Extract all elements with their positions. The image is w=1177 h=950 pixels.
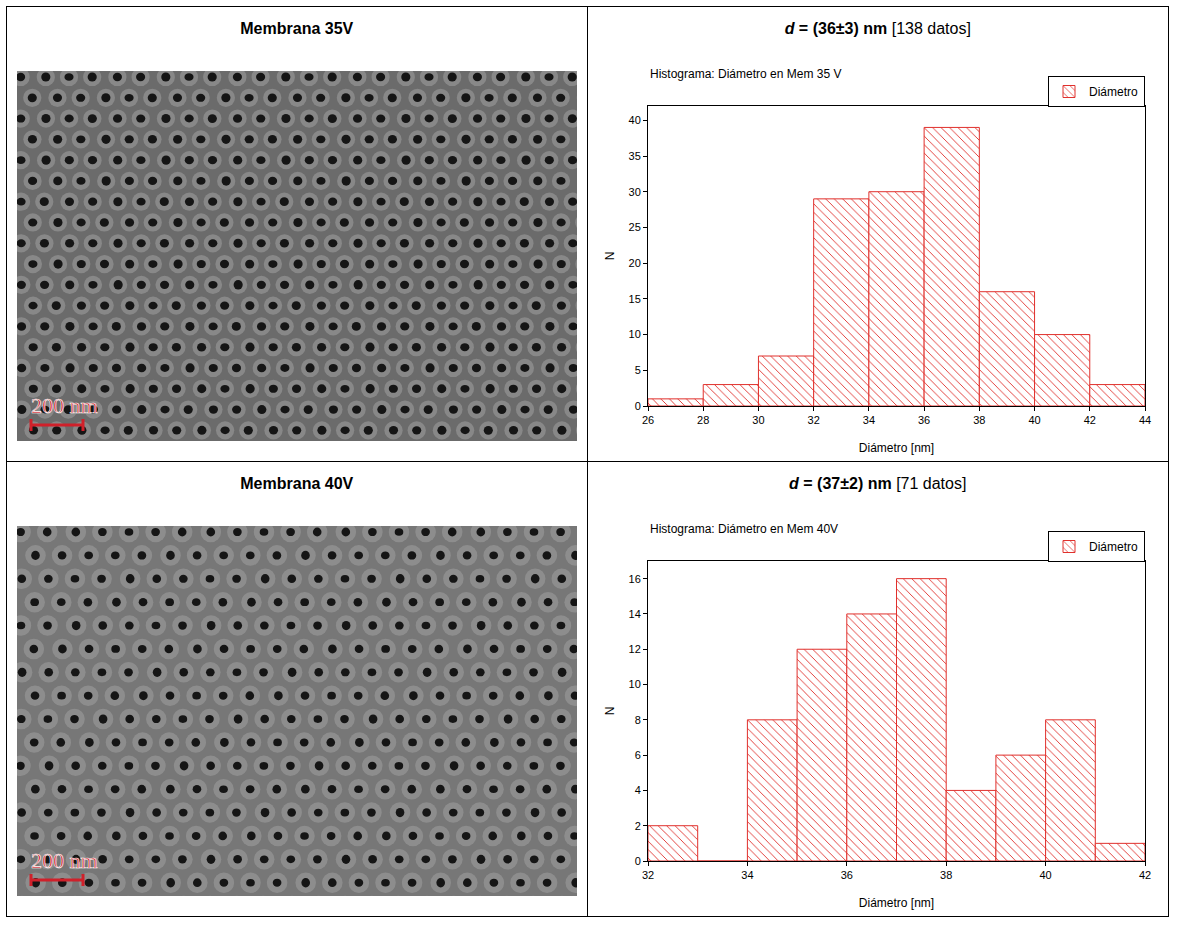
svg-text:200 nm: 200 nm: [31, 848, 98, 873]
svg-text:N: N: [603, 707, 617, 716]
svg-text:8: 8: [634, 714, 640, 726]
svg-text:38: 38: [973, 414, 985, 426]
svg-text:16: 16: [628, 573, 640, 585]
svg-text:40: 40: [628, 114, 640, 126]
svg-text:14: 14: [628, 608, 640, 620]
svg-text:0: 0: [634, 855, 640, 867]
svg-text:35: 35: [628, 150, 640, 162]
svg-text:10: 10: [628, 328, 640, 340]
svg-text:38: 38: [940, 869, 952, 881]
svg-text:Diámetro: Diámetro: [1089, 540, 1138, 554]
svg-text:26: 26: [642, 414, 654, 426]
svg-text:42: 42: [1139, 869, 1151, 881]
svg-text:40: 40: [1028, 414, 1040, 426]
svg-text:34: 34: [863, 414, 875, 426]
svg-text:Histograma: Diámetro en Mem 40: Histograma: Diámetro en Mem 40V: [650, 522, 838, 536]
svg-text:15: 15: [628, 293, 640, 305]
svg-text:42: 42: [1083, 414, 1095, 426]
svg-text:12: 12: [628, 643, 640, 655]
svg-text:200 nm: 200 nm: [31, 393, 98, 418]
svg-text:32: 32: [642, 869, 654, 881]
html-text:Membrana 35V: Membrana 35V: [240, 20, 354, 37]
svg-text:10: 10: [628, 678, 640, 690]
svg-text:30: 30: [752, 414, 764, 426]
svg-text:Diámetro [nm]: Diámetro [nm]: [859, 896, 934, 910]
svg-text:Diámetro: Diámetro: [1089, 85, 1138, 99]
html-text:d = (36±3) nm [138 datos]: d = (36±3) nm [138 datos]: [784, 20, 971, 37]
svg-text:N: N: [603, 252, 617, 261]
svg-text:32: 32: [807, 414, 819, 426]
svg-text:30: 30: [628, 186, 640, 198]
svg-text:20: 20: [628, 257, 640, 269]
svg-text:28: 28: [697, 414, 709, 426]
svg-text:25: 25: [628, 221, 640, 233]
svg-text:Diámetro [nm]: Diámetro [nm]: [859, 441, 934, 455]
svg-text:Histograma: Diámetro en Mem 35: Histograma: Diámetro en Mem 35 V: [650, 67, 841, 81]
svg-text:36: 36: [840, 869, 852, 881]
svg-text:44: 44: [1139, 414, 1151, 426]
svg-text:4: 4: [634, 784, 640, 796]
svg-text:5: 5: [634, 364, 640, 376]
svg-text:6: 6: [634, 749, 640, 761]
svg-text:40: 40: [1039, 869, 1051, 881]
svg-text:2: 2: [634, 820, 640, 832]
html-text:Membrana 40V: Membrana 40V: [240, 475, 354, 492]
html-text:d = (37±2) nm [71 datos]: d = (37±2) nm [71 datos]: [789, 475, 967, 492]
svg-text:0: 0: [634, 400, 640, 412]
svg-text:34: 34: [741, 869, 753, 881]
svg-text:36: 36: [918, 414, 930, 426]
